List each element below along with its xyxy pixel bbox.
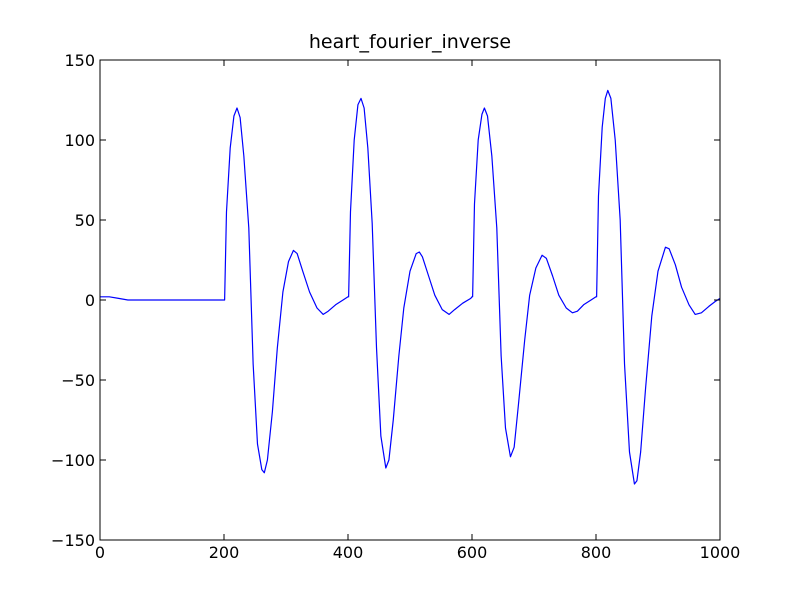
x-tick-label: 600: [457, 543, 488, 562]
y-tick-label: 100: [64, 131, 95, 150]
y-tick-label: −50: [61, 371, 95, 390]
x-tick-label: 800: [581, 543, 612, 562]
y-tick-label: −100: [51, 451, 95, 470]
tick-layer: 0 200 400 600 800 1000 150 100 50 0 −50 −100 −150: [51, 51, 740, 562]
y-tick-label: 150: [64, 51, 95, 70]
y-tick-label: 0: [85, 291, 95, 310]
series-line-0: [100, 89, 721, 485]
chart-title: heart_fourier_inverse: [309, 31, 511, 53]
y-tick-label: −150: [51, 531, 95, 550]
y-tick-label: 50: [75, 211, 95, 230]
x-tick-label: 400: [333, 543, 364, 562]
x-tick-label: 1000: [700, 543, 741, 562]
x-tick-label: 0: [95, 543, 105, 562]
series-layer: [100, 89, 721, 485]
x-tick-label: 200: [209, 543, 240, 562]
